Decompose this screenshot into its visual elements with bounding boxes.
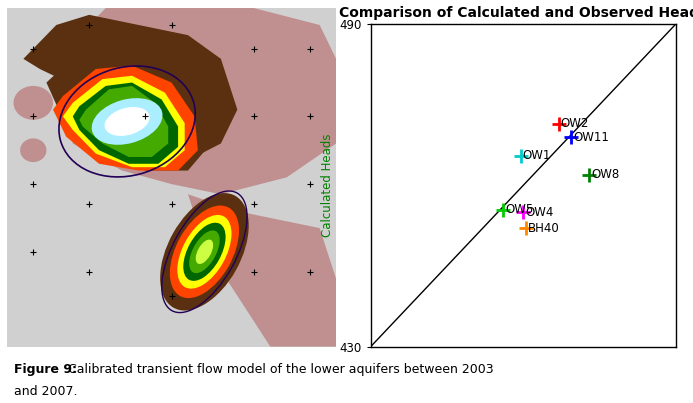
Text: OW5: OW5 bbox=[505, 203, 533, 216]
Text: BH40: BH40 bbox=[528, 222, 559, 235]
Ellipse shape bbox=[183, 223, 226, 281]
Polygon shape bbox=[63, 76, 184, 167]
Ellipse shape bbox=[170, 206, 239, 298]
Text: OW4: OW4 bbox=[525, 206, 554, 219]
Ellipse shape bbox=[189, 231, 220, 273]
Ellipse shape bbox=[177, 215, 231, 289]
Text: Calibrated transient flow model of the lower aquifers between 2003: Calibrated transient flow model of the l… bbox=[64, 363, 494, 376]
Ellipse shape bbox=[105, 107, 150, 136]
Text: Figure 9:: Figure 9: bbox=[14, 363, 77, 376]
Ellipse shape bbox=[160, 193, 249, 311]
Polygon shape bbox=[188, 194, 336, 347]
Text: OW8: OW8 bbox=[591, 168, 620, 181]
Polygon shape bbox=[79, 86, 168, 157]
Text: and 2007.: and 2007. bbox=[14, 385, 78, 398]
Text: OW1: OW1 bbox=[523, 150, 551, 162]
Polygon shape bbox=[53, 66, 198, 170]
Y-axis label: Calculated Heads: Calculated Heads bbox=[321, 134, 334, 237]
Polygon shape bbox=[56, 8, 336, 194]
Title: Comparison of Calculated and Observed Heads: Comparison of Calculated and Observed He… bbox=[339, 6, 693, 20]
Text: OW11: OW11 bbox=[574, 131, 609, 143]
Text: OW2: OW2 bbox=[561, 117, 589, 130]
Polygon shape bbox=[24, 15, 237, 160]
Ellipse shape bbox=[14, 86, 53, 120]
Ellipse shape bbox=[20, 138, 46, 162]
Polygon shape bbox=[46, 49, 211, 170]
Ellipse shape bbox=[195, 240, 213, 264]
Ellipse shape bbox=[91, 98, 162, 145]
Polygon shape bbox=[73, 83, 178, 164]
